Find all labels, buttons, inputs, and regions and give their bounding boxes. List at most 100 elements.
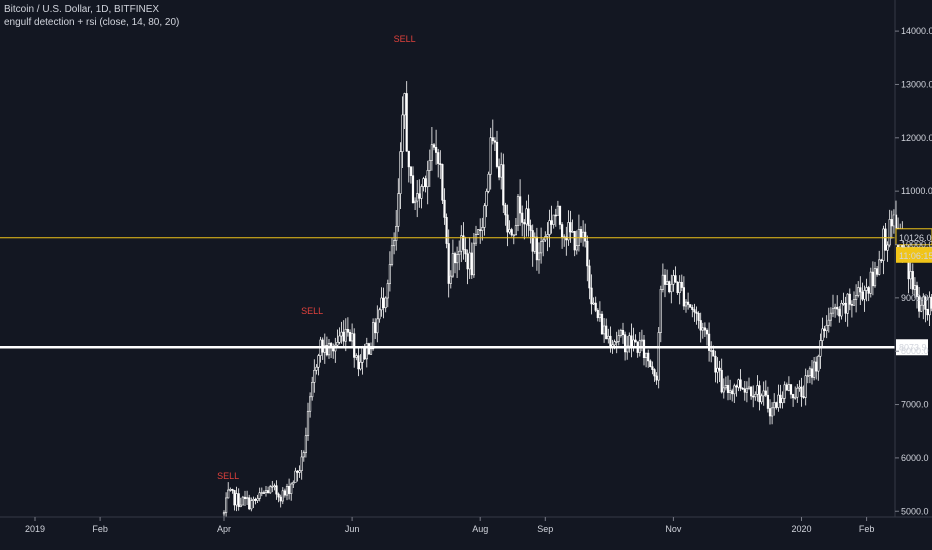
- candle-body: [749, 386, 753, 397]
- candle-body: [800, 386, 803, 397]
- candle-body: [875, 268, 879, 275]
- candle-body: [298, 470, 301, 473]
- candle-body: [825, 325, 828, 332]
- candle-body: [676, 281, 679, 293]
- candle-body: [775, 402, 778, 408]
- candle-body: [348, 331, 352, 342]
- candle-body: [361, 346, 364, 363]
- y-tick-label: 8000.0: [901, 346, 929, 356]
- candle-body: [495, 141, 499, 167]
- candle-body: [852, 299, 856, 306]
- candle-body: [227, 489, 230, 499]
- candle-body: [726, 385, 730, 393]
- candle-body: [281, 490, 284, 502]
- candle-body: [586, 240, 589, 267]
- candle-body: [579, 229, 583, 238]
- candle-body: [773, 402, 776, 409]
- candle-body: [888, 219, 891, 246]
- indicator-title: engulf detection + rsi (close, 14, 80, 2…: [4, 17, 180, 28]
- chart-header: Bitcoin / U.S. Dollar, 1D, BITFINEX engu…: [4, 3, 179, 29]
- candle-body: [222, 512, 226, 515]
- candle-body: [382, 297, 385, 309]
- candle-body: [403, 93, 406, 116]
- candle-body: [445, 217, 448, 244]
- candle-body: [623, 334, 627, 353]
- candle-body: [451, 253, 455, 277]
- candle-body: [500, 164, 503, 178]
- candle-body: [529, 225, 532, 231]
- candle-body: [672, 275, 675, 285]
- candle-body: [747, 386, 751, 389]
- candle-body: [229, 489, 232, 491]
- candle-body: [502, 164, 505, 206]
- candle-body: [668, 281, 671, 293]
- candle-body: [617, 335, 620, 342]
- candle-body: [659, 289, 662, 333]
- candle-body: [731, 390, 734, 395]
- candle-body: [241, 496, 245, 506]
- candle-body: [430, 144, 434, 161]
- candle-body: [432, 144, 436, 148]
- candle-body: [458, 250, 461, 255]
- candle-body: [657, 332, 660, 381]
- candle-body: [812, 361, 816, 378]
- candle-body: [741, 387, 744, 390]
- candle-body: [231, 489, 234, 491]
- countdown-box: [896, 246, 932, 263]
- candle-body: [733, 385, 736, 395]
- candle-body: [390, 245, 394, 265]
- candle-body: [533, 236, 536, 252]
- candle-body: [754, 393, 757, 398]
- candle-body: [565, 236, 568, 241]
- candle-body: [871, 271, 874, 287]
- candle-body: [313, 369, 316, 383]
- candle-body: [535, 236, 538, 261]
- candle-body: [256, 498, 259, 501]
- candle-body: [758, 385, 761, 403]
- candle-body: [250, 500, 253, 510]
- candle-body: [630, 335, 633, 348]
- candle-body: [460, 235, 463, 252]
- candle-body: [762, 390, 765, 397]
- candle-body: [225, 497, 228, 513]
- candle-body: [384, 297, 387, 309]
- candle-body: [739, 379, 742, 389]
- candle-body: [594, 302, 597, 311]
- candle-body: [546, 234, 549, 237]
- candle-body: [378, 309, 381, 320]
- candle-body: [279, 496, 282, 502]
- y-tick-label: 6000.0: [901, 453, 929, 463]
- candle-body: [798, 386, 801, 389]
- candle-body: [842, 302, 845, 305]
- candle-body: [928, 296, 931, 316]
- candle-body: [647, 352, 650, 362]
- candle-body: [752, 395, 755, 398]
- candle-body: [815, 361, 818, 372]
- candle-body: [239, 504, 242, 507]
- candle-body: [422, 178, 425, 187]
- candle-body: [277, 493, 280, 498]
- candle-body: [315, 366, 318, 371]
- candle-body: [416, 193, 419, 202]
- candle-body: [367, 343, 371, 355]
- axes-layer: 14000.0 13000.0 12000.0 11000.0 10000.0 9000.…: [0, 0, 932, 534]
- candle-body: [479, 229, 482, 231]
- candle-body: [592, 302, 595, 305]
- level-box: [896, 339, 928, 356]
- x-tick-label: Jun: [345, 524, 360, 534]
- candles-layer: [222, 81, 932, 517]
- candle-body: [462, 235, 465, 250]
- candle-body: [710, 350, 713, 352]
- candle-body: [405, 93, 408, 152]
- candle-body: [340, 331, 343, 337]
- candle-body: [768, 408, 772, 417]
- candle-body: [560, 224, 564, 238]
- candle-body: [311, 382, 314, 398]
- candle-body: [621, 330, 625, 336]
- candle-body: [493, 140, 497, 143]
- candle-body: [724, 385, 727, 389]
- candle-body: [483, 205, 486, 228]
- candle-body: [371, 322, 375, 350]
